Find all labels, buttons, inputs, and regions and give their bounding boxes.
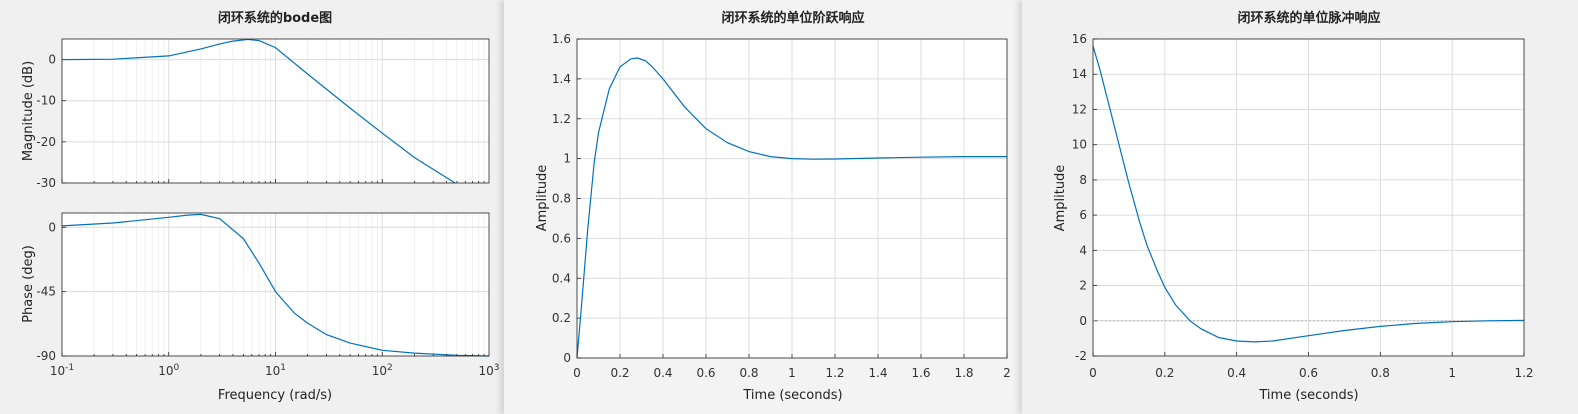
x-tick-label: 1.2 bbox=[825, 366, 844, 380]
x-tick-label: 0.4 bbox=[1227, 366, 1246, 380]
x-tick-label: 1.2 bbox=[1514, 366, 1533, 380]
x-tick-label: 0.6 bbox=[696, 366, 715, 380]
x-tick-label: 0.2 bbox=[1155, 366, 1174, 380]
x-tick-label: 1 bbox=[1448, 366, 1456, 380]
axes-frame bbox=[1092, 38, 1525, 357]
y-axis-label: Amplitude bbox=[1053, 165, 1068, 232]
bode-plot-canvas: 闭环系统的bode图 Frequency (rad/s) Magnitude (… bbox=[21, 10, 500, 403]
y-tick-label: 0.4 bbox=[552, 271, 571, 285]
y-tick-label: 10 bbox=[1072, 138, 1087, 152]
x-axis-label: Frequency (rad/s) bbox=[218, 388, 332, 403]
x-tick-label: 0 bbox=[1089, 366, 1097, 380]
y-tick-label: 0.2 bbox=[552, 311, 571, 325]
y-tick-label: 0.6 bbox=[552, 231, 571, 245]
y-tick-label: 0.8 bbox=[552, 192, 571, 206]
chart-title: 闭环系统的单位阶跃响应 bbox=[721, 10, 864, 26]
response-line bbox=[1092, 45, 1525, 343]
step-response-canvas: 闭环系统的单位阶跃响应 Time (seconds) Amplitude 0 0.… bbox=[535, 10, 1011, 403]
y-tick-label: 16 bbox=[1072, 32, 1087, 46]
x-tick-label: 1.6 bbox=[911, 366, 930, 380]
x-tick-label: 0.8 bbox=[1371, 366, 1390, 380]
x-tick-label: 100 bbox=[158, 363, 179, 378]
y-tick-label: -30 bbox=[36, 176, 56, 190]
y-tick-label: -2 bbox=[1075, 349, 1087, 363]
step-response-panel: 闭环系统的单位阶跃响应 Time (seconds) Amplitude 0 0.… bbox=[504, 0, 1022, 414]
y-tick-label: 0 bbox=[48, 53, 56, 67]
impulse-response-panel: 闭环系统的单位脉冲响应 Time (seconds) Amplitude 0 0.… bbox=[1022, 0, 1578, 414]
x-tick-label: 1.4 bbox=[868, 366, 887, 380]
y-tick-label: 6 bbox=[1079, 208, 1087, 222]
y-tick-label: 1.2 bbox=[552, 112, 571, 126]
x-tick-label: 0.8 bbox=[739, 366, 758, 380]
y-tick-label: -45 bbox=[36, 285, 56, 299]
impulse-response-canvas: 闭环系统的单位脉冲响应 Time (seconds) Amplitude 0 0.… bbox=[1053, 10, 1534, 403]
chart-title: 闭环系统的bode图 bbox=[218, 10, 332, 26]
y-tick-label: 1.4 bbox=[552, 72, 571, 86]
bode-plot-panel: 闭环系统的bode图 Frequency (rad/s) Magnitude (… bbox=[0, 0, 504, 414]
y-tick-label: -10 bbox=[36, 94, 56, 108]
x-tick-label: 103 bbox=[478, 363, 499, 378]
magnitude-line bbox=[61, 38, 456, 184]
y-tick-label: 0 bbox=[563, 351, 571, 365]
x-tick-label: 0 bbox=[573, 366, 581, 380]
y-tick-label: 4 bbox=[1079, 243, 1087, 257]
y-axis-label: Amplitude bbox=[535, 165, 550, 232]
phase-line bbox=[61, 213, 490, 357]
x-tick-label: 1 bbox=[788, 366, 796, 380]
chart-title: 闭环系统的单位脉冲响应 bbox=[1237, 10, 1380, 26]
magnitude-axis-label: Magnitude (dB) bbox=[21, 61, 36, 161]
phase-axis-label: Phase (deg) bbox=[21, 245, 36, 323]
y-tick-label: 1 bbox=[563, 152, 571, 166]
x-tick-label: 0.6 bbox=[1299, 366, 1318, 380]
y-tick-label: -20 bbox=[36, 135, 56, 149]
x-tick-label: 0.2 bbox=[610, 366, 629, 380]
y-tick-label: 2 bbox=[1079, 279, 1087, 293]
axes-frame bbox=[576, 38, 1008, 359]
y-tick-label: 1.6 bbox=[552, 32, 571, 46]
x-tick-label: 101 bbox=[265, 363, 286, 378]
y-tick-label: 14 bbox=[1072, 67, 1087, 81]
y-tick-label: 8 bbox=[1079, 173, 1087, 187]
y-tick-label: 0 bbox=[48, 220, 56, 234]
y-tick-label: -90 bbox=[36, 349, 56, 363]
y-tick-label: 0 bbox=[1079, 314, 1087, 328]
x-tick-label: 10-1 bbox=[50, 363, 74, 378]
x-tick-label: 2 bbox=[1003, 366, 1011, 380]
y-tick-label: 12 bbox=[1072, 102, 1087, 116]
x-tick-label: 0.4 bbox=[653, 366, 672, 380]
x-axis-label: Time (seconds) bbox=[742, 388, 842, 403]
x-axis-label: Time (seconds) bbox=[1258, 388, 1358, 403]
response-line bbox=[576, 57, 1007, 359]
x-tick-label: 1.8 bbox=[954, 366, 973, 380]
x-tick-label: 102 bbox=[372, 363, 393, 378]
